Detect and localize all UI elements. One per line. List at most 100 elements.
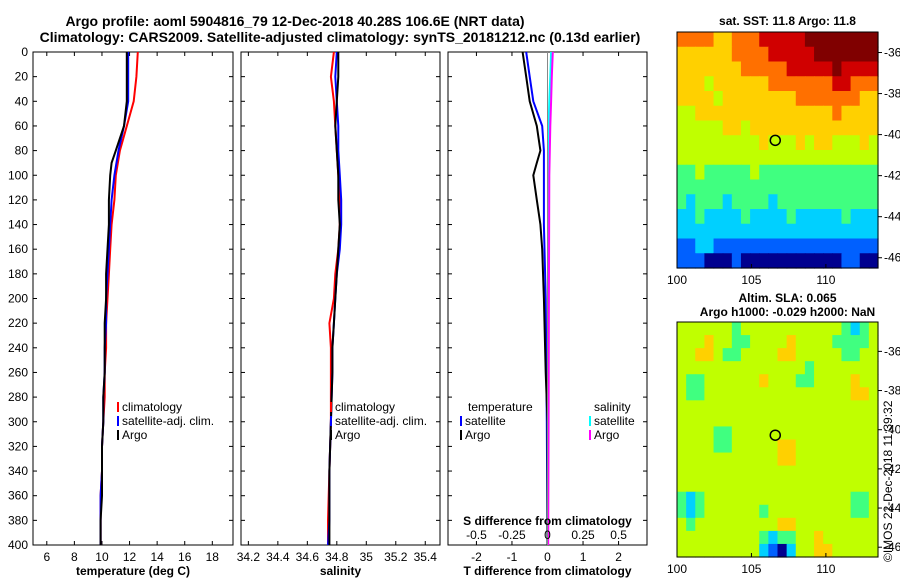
map-cell	[768, 209, 779, 225]
map-cell	[677, 253, 687, 269]
map-cell	[740, 517, 751, 532]
y-tick-label: 200	[8, 292, 28, 306]
map-cell	[823, 439, 833, 454]
map-cell	[832, 400, 843, 414]
map-cell	[804, 452, 815, 467]
map-cell	[832, 179, 843, 195]
map-cell	[713, 413, 724, 428]
map-cell	[750, 348, 760, 362]
map-cell	[759, 223, 769, 240]
map-cell	[777, 322, 788, 336]
map-cell	[777, 209, 788, 225]
map-cell	[713, 238, 724, 254]
map-cell	[804, 426, 815, 441]
map-cell	[704, 238, 715, 254]
map-cell	[777, 504, 788, 519]
map-cell	[722, 478, 733, 493]
map-cell	[740, 253, 751, 269]
y-tick-label: 160	[8, 242, 28, 256]
map-cell	[786, 238, 797, 254]
map-cell	[740, 452, 751, 467]
map-cell	[704, 387, 715, 401]
map-cell	[795, 105, 806, 122]
map-cell	[731, 517, 742, 532]
map-cell	[704, 61, 715, 77]
map-cell	[713, 361, 724, 375]
map-cell	[786, 530, 797, 545]
top-tick-label: 0.25	[571, 528, 595, 542]
x-tick-label: 1	[580, 550, 587, 564]
map-cell	[859, 426, 870, 441]
map-cell	[795, 150, 806, 166]
map-cell	[814, 361, 824, 375]
map-cell	[823, 223, 833, 240]
map-cell	[695, 253, 706, 269]
map-cell	[804, 253, 815, 269]
x-tick-label: 8	[71, 550, 78, 564]
map-cell	[832, 209, 843, 225]
map-cell	[804, 374, 815, 388]
map-cell	[750, 426, 760, 441]
map-cell	[868, 465, 879, 480]
map-cell	[768, 164, 779, 181]
map-cell	[823, 413, 833, 428]
map-cell	[759, 61, 769, 77]
y-tick-label: -42	[884, 169, 900, 183]
map-cell	[777, 335, 788, 349]
map-cell	[804, 238, 815, 254]
map-cell	[759, 426, 769, 441]
map-cell	[832, 348, 843, 362]
map-cell	[795, 543, 806, 558]
map-cell	[804, 135, 815, 151]
map-cell	[823, 387, 833, 401]
map-cell	[677, 335, 687, 349]
map-cell	[804, 491, 815, 506]
map-cell	[768, 46, 779, 63]
map-cell	[786, 387, 797, 401]
map-cell	[777, 439, 788, 454]
map-cell	[750, 223, 760, 240]
map-cell	[713, 491, 724, 506]
map-cell	[731, 223, 742, 240]
map-cell	[740, 46, 751, 63]
map-cell	[804, 361, 815, 375]
map-cell	[695, 517, 706, 532]
series-line-1	[521, 51, 549, 545]
map-cell	[740, 76, 751, 92]
map-cell	[814, 105, 824, 122]
map-cell	[731, 194, 742, 210]
map-cell	[759, 179, 769, 195]
map-cell	[795, 238, 806, 254]
map-cell	[850, 76, 861, 92]
map-cell	[686, 322, 696, 336]
difference-panel: -2 -1 0 1 2T difference from climatology S di…	[447, 51, 648, 578]
map-cell	[841, 135, 852, 151]
map-cell	[841, 517, 852, 532]
map-cell	[823, 400, 833, 414]
map-cell	[841, 400, 852, 414]
map-cell	[677, 238, 687, 254]
map-cell	[750, 91, 760, 107]
map-cell	[704, 32, 715, 48]
map-cell	[786, 348, 797, 362]
map-title: Argo h1000: -0.029 h2000: NaN	[700, 305, 875, 319]
map-cell	[722, 76, 733, 92]
map-cell	[740, 491, 751, 506]
map-cell	[814, 209, 824, 225]
map-cell	[786, 504, 797, 519]
map-cell	[686, 478, 696, 493]
map-cell	[686, 335, 696, 349]
map-cell	[868, 387, 879, 401]
map-cell	[850, 179, 861, 195]
map-cell	[814, 530, 824, 545]
map-cell	[795, 179, 806, 195]
map-cell	[677, 439, 687, 454]
map-cell	[814, 76, 824, 92]
map-cell	[704, 504, 715, 519]
map-cell	[786, 439, 797, 454]
map-cell	[777, 361, 788, 375]
map-cell	[731, 335, 742, 349]
map-cell	[823, 465, 833, 480]
map-cell	[704, 478, 715, 493]
